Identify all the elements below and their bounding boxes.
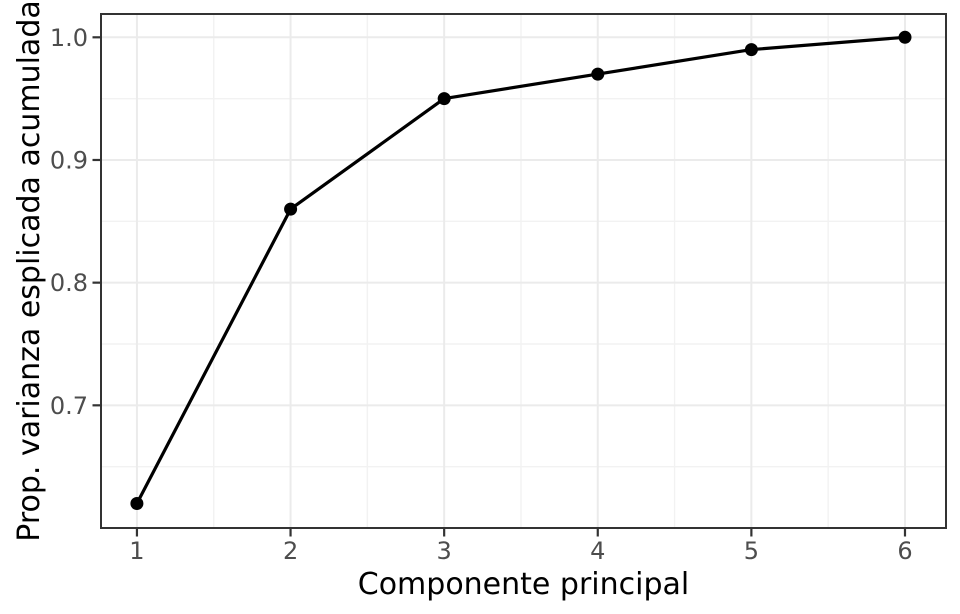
y-tick-label: 0.8 [50, 269, 88, 297]
panel-background [101, 14, 946, 528]
panel-border [100, 13, 947, 529]
minor-gridlines [101, 14, 946, 528]
series-line [135, 35, 906, 505]
x-axis-title: Componente principal [358, 567, 689, 602]
y-tick-label: 0.7 [50, 392, 88, 420]
x-tick-label: 4 [590, 537, 605, 565]
axis-tick-labels: 1 2 3 4 5 6 0.7 0.8 0.9 1.0 [50, 24, 913, 565]
x-tick-label: 1 [129, 537, 144, 565]
data-point [284, 202, 298, 216]
axis-tick-marks [92, 36, 907, 537]
x-tick-label: 6 [897, 537, 912, 565]
x-tick-label: 5 [744, 537, 759, 565]
data-point [744, 43, 758, 57]
data-point [130, 497, 144, 510]
data-point [437, 92, 451, 106]
y-tick-label: 0.9 [50, 147, 88, 175]
x-tick-label: 3 [437, 537, 452, 565]
data-point [898, 30, 912, 44]
y-axis-title: Prop. varianza esplicada acumulada [12, 0, 47, 542]
data-point [591, 67, 605, 81]
series-cumulative-variance [130, 30, 912, 510]
y-tick-label: 1.0 [50, 24, 88, 52]
x-tick-label: 2 [283, 537, 298, 565]
